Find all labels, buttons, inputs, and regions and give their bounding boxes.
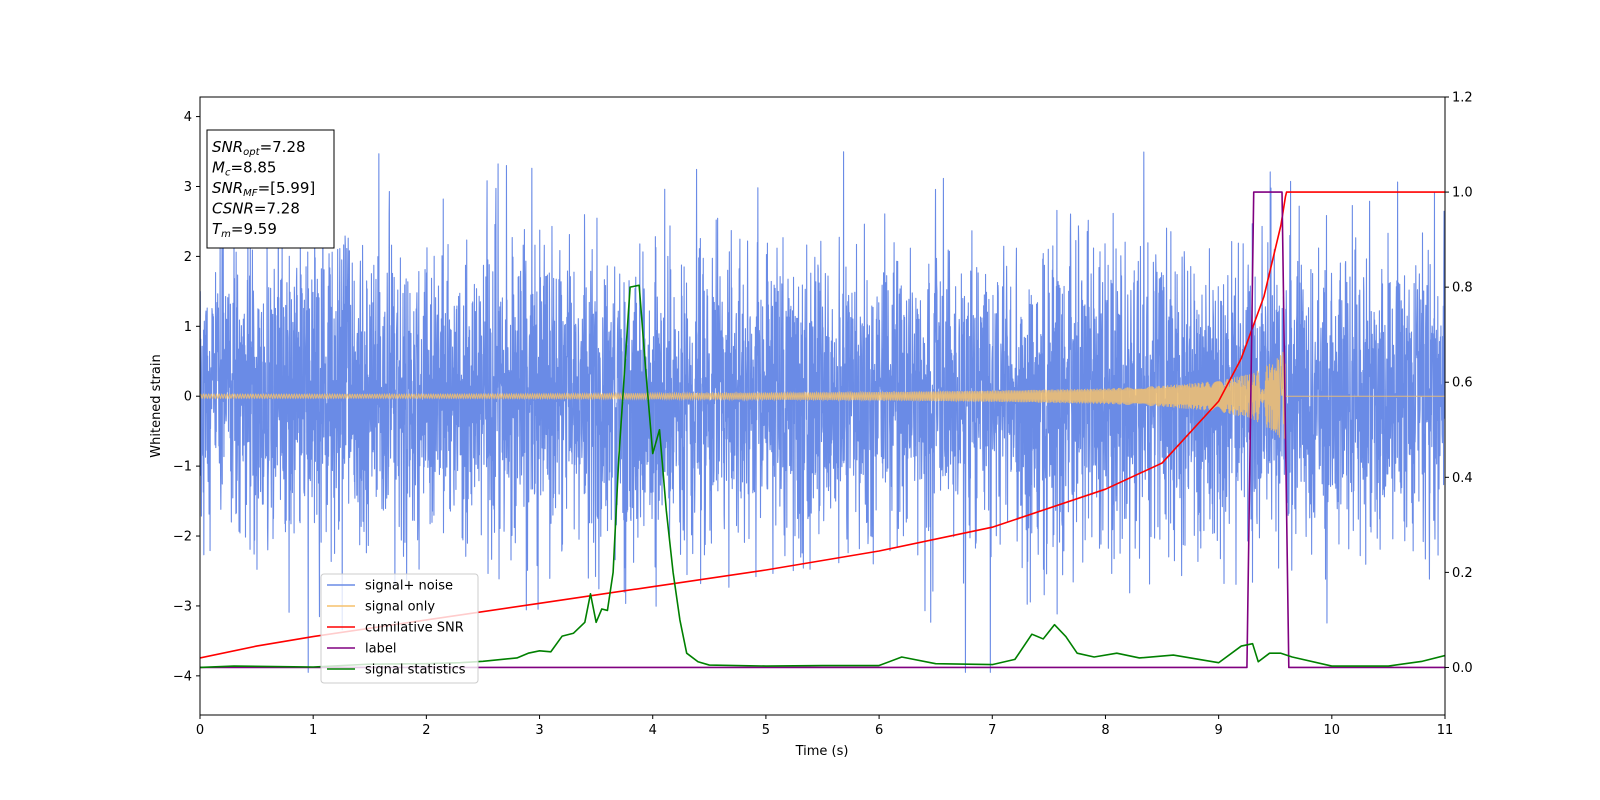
label-line bbox=[200, 191, 1445, 669]
x-axis-label: Time (s) bbox=[795, 744, 849, 759]
x-tick-label: 4 bbox=[649, 723, 657, 738]
y-tick-label-right: 1.0 bbox=[1452, 186, 1473, 201]
y-tick-label-left: 1 bbox=[184, 320, 192, 335]
x-tick-label: 2 bbox=[422, 723, 430, 738]
y-axis-label: Whitened strain bbox=[149, 354, 164, 457]
series-label bbox=[200, 191, 1445, 669]
x-tick-label: 7 bbox=[988, 723, 996, 738]
x-tick-label: 1 bbox=[309, 723, 317, 738]
legend-frame bbox=[320, 573, 479, 684]
legend-label: signal+ noise bbox=[365, 579, 453, 594]
y-tick-label-left: 0 bbox=[184, 390, 192, 405]
x-tick-label: 11 bbox=[1437, 723, 1454, 738]
series-signal-statistics bbox=[200, 284, 1445, 669]
y-tick-label-right: 0.0 bbox=[1452, 661, 1473, 676]
y-tick-label-right: 0.6 bbox=[1452, 376, 1473, 391]
signal-statistics-line bbox=[200, 284, 1445, 669]
x-tick-label: 5 bbox=[762, 723, 770, 738]
legend-label: cumilative SNR bbox=[365, 621, 464, 636]
stats-line: Mc=8.85 bbox=[212, 159, 276, 179]
stats-line: CSNR=7.28 bbox=[212, 200, 300, 218]
x-tick-label: 0 bbox=[196, 723, 204, 738]
y-axis-left: −4 −3 −2 −1 0 1 2 3 4 bbox=[173, 110, 200, 684]
signal-noise-line bbox=[200, 151, 1445, 673]
plot-frame bbox=[199, 96, 1446, 716]
legend-label: signal only bbox=[365, 600, 435, 615]
x-tick-label: 3 bbox=[535, 723, 543, 738]
stats-line: SNRopt=7.28 bbox=[212, 138, 306, 158]
stats-line: SNRMF=[5.99] bbox=[212, 179, 315, 199]
y-tick-label-left: 2 bbox=[184, 250, 192, 265]
y-tick-label-right: 0.8 bbox=[1452, 281, 1473, 296]
x-tick-label: 6 bbox=[875, 723, 883, 738]
x-tick-label: 8 bbox=[1101, 723, 1109, 738]
legend-label: label bbox=[365, 642, 396, 657]
y-tick-label-left: 3 bbox=[184, 180, 192, 195]
y-tick-label-left: −1 bbox=[173, 460, 192, 475]
x-tick-label: 9 bbox=[1214, 723, 1222, 738]
legend: signal+ noise signal only cumilative SNR la… bbox=[320, 573, 479, 684]
y-tick-label-right: 0.4 bbox=[1452, 471, 1473, 486]
signal-only-line bbox=[200, 351, 1445, 439]
y-tick-label-left: 4 bbox=[184, 110, 192, 125]
series-signal-noise bbox=[200, 151, 1445, 673]
y-tick-label-left: −2 bbox=[173, 530, 192, 545]
stats-line: Tm=9.59 bbox=[212, 220, 277, 240]
y-axis-right: 0.0 0.2 0.4 0.6 0.8 1.0 1.2 bbox=[1445, 91, 1473, 676]
y-tick-label-right: 1.2 bbox=[1452, 91, 1473, 106]
y-tick-label-right: 0.2 bbox=[1452, 566, 1473, 581]
x-axis: 0 1 2 3 4 5 6 7 8 9 10 11 bbox=[196, 715, 1453, 738]
y-tick-label-left: −4 bbox=[173, 669, 192, 684]
y-tick-label-left: −3 bbox=[173, 599, 192, 614]
series-signal-only bbox=[200, 351, 1445, 439]
legend-label: signal statistics bbox=[365, 663, 466, 678]
x-tick-label: 10 bbox=[1324, 723, 1341, 738]
stats-box-frame bbox=[206, 129, 335, 249]
